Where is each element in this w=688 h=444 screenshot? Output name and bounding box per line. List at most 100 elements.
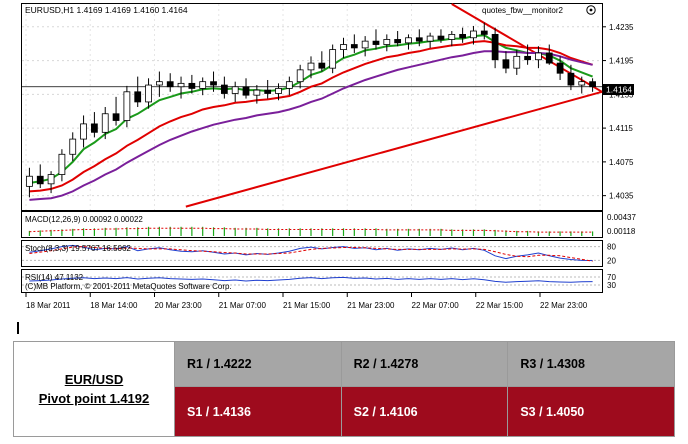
rsi-tick-label: 30 bbox=[607, 281, 616, 290]
main-panel-frame bbox=[21, 3, 603, 211]
resistance-2-cell: R2 / 1.4278 bbox=[340, 340, 509, 388]
candle-body bbox=[307, 62, 315, 71]
candle-body bbox=[47, 174, 55, 185]
candle-body bbox=[383, 39, 391, 45]
rsi-tick-label: 70 bbox=[607, 273, 616, 282]
candle-body bbox=[123, 91, 131, 121]
candle-body bbox=[426, 35, 434, 42]
support-3-cell: S3 / 1.4050 bbox=[507, 386, 675, 437]
candle-body bbox=[199, 81, 207, 89]
pivot-point-label: Pivot point 1.4192 bbox=[38, 391, 150, 406]
candle-body bbox=[155, 81, 163, 86]
price-tick-label: 1.4235 bbox=[609, 23, 634, 32]
candle-body bbox=[459, 33, 467, 39]
candle-body bbox=[480, 30, 488, 35]
candle-body bbox=[372, 40, 380, 45]
candle-body bbox=[491, 33, 499, 61]
pair-label: EUR/USD bbox=[64, 372, 124, 387]
macd-tick-label: 0.00437 bbox=[607, 213, 636, 222]
time-tick-label: 22 Mar 15:00 bbox=[476, 301, 524, 310]
candle-body bbox=[578, 81, 586, 86]
candle-body bbox=[415, 37, 423, 42]
candle-body bbox=[69, 138, 77, 155]
candle-body bbox=[112, 113, 120, 121]
stoch-tick-label: 80 bbox=[607, 243, 616, 252]
resistance-3-cell: R3 / 1.4308 bbox=[507, 340, 675, 388]
time-tick-label: 21 Mar 23:00 bbox=[347, 301, 395, 310]
rsi-panel-frame bbox=[21, 269, 603, 293]
candle-body bbox=[567, 72, 575, 86]
candle-body bbox=[296, 69, 304, 83]
price-tick-label: 1.4075 bbox=[609, 158, 634, 167]
price-tick-label: 1.4195 bbox=[609, 57, 634, 66]
support-1-cell: S1 / 1.4136 bbox=[174, 386, 342, 437]
candle-body bbox=[535, 52, 542, 61]
price-tick-label: 1.4035 bbox=[609, 192, 634, 201]
candle-body bbox=[166, 81, 174, 88]
current-price-label: 1.4164 bbox=[606, 85, 632, 95]
macd-signal-line bbox=[29, 227, 593, 233]
candle-body bbox=[220, 84, 228, 94]
time-tick-label: 21 Mar 15:00 bbox=[283, 301, 331, 310]
candle-body bbox=[513, 55, 521, 69]
candle-body bbox=[545, 52, 553, 64]
support-2-cell: S2 / 1.4106 bbox=[340, 386, 509, 437]
candle-body bbox=[394, 39, 402, 44]
time-tick-label: 22 Mar 07:00 bbox=[412, 301, 460, 310]
candle-body bbox=[405, 37, 412, 44]
candle-body bbox=[101, 113, 109, 133]
candle-body bbox=[210, 81, 217, 86]
candle-body bbox=[556, 62, 564, 74]
macd-label: MACD(12,26,9) 0.00092 0.00022 bbox=[25, 215, 143, 224]
candle-body bbox=[36, 175, 44, 185]
current-price-badge bbox=[603, 84, 634, 95]
candle-body bbox=[285, 81, 293, 89]
stoch-main-line bbox=[29, 244, 593, 261]
rsi-line bbox=[29, 276, 593, 283]
symbol-header: EURUSD,H1 1.4169 1.4169 1.4160 1.4164 bbox=[25, 5, 188, 15]
time-tick-label: 18 Mar 14:00 bbox=[90, 301, 138, 310]
gear-icon[interactable] bbox=[586, 5, 596, 15]
text-cursor bbox=[17, 322, 19, 334]
candle-body bbox=[437, 35, 445, 40]
time-tick-label: 21 Mar 07:00 bbox=[219, 301, 267, 310]
macd-tick-label: 0.00118 bbox=[607, 227, 636, 236]
pivot-table: EUR/USD Pivot point 1.4192 R1 / 1.4222 R… bbox=[13, 340, 675, 437]
candle-body bbox=[502, 59, 510, 69]
candle-body bbox=[340, 44, 347, 50]
trendline bbox=[185, 90, 603, 208]
candle-body bbox=[275, 88, 282, 94]
price-tick-label: 1.4115 bbox=[609, 124, 633, 133]
candle-body bbox=[350, 44, 358, 49]
candle-body bbox=[80, 123, 87, 140]
candle-body bbox=[26, 175, 33, 187]
rsi-label: RSI(14) 47.1132 bbox=[25, 273, 84, 282]
candle-body bbox=[231, 86, 239, 94]
candle-body bbox=[361, 40, 369, 49]
time-tick-label: 22 Mar 23:00 bbox=[540, 301, 588, 310]
stoch-tick-label: 20 bbox=[607, 256, 616, 265]
candle-body bbox=[470, 30, 477, 39]
candle-body bbox=[58, 153, 66, 175]
candle-body bbox=[318, 62, 326, 69]
moving-average-red bbox=[29, 40, 593, 193]
copyright-text: (C)MB Platform, © 2001-2011 MetaQuotes S… bbox=[25, 282, 232, 291]
time-tick-label: 20 Mar 23:00 bbox=[155, 301, 203, 310]
candle-body bbox=[134, 91, 142, 103]
candle-layer bbox=[26, 22, 596, 198]
stoch-label: Stoch(8,3,3) 19.5767 16.5062 bbox=[25, 244, 131, 253]
candle-body bbox=[253, 89, 261, 96]
grid-layer bbox=[22, 4, 602, 210]
candle-body bbox=[242, 86, 250, 96]
macd-layer: 0.00437 0.00118 bbox=[28, 213, 636, 236]
indicator-title: quotes_fbw__monitor2 bbox=[482, 6, 563, 15]
time-tick-label: 18 Mar 2011 bbox=[26, 301, 71, 310]
candle-body bbox=[177, 82, 185, 88]
stoch-panel-frame bbox=[21, 240, 603, 267]
candle-body bbox=[448, 33, 456, 40]
candle-body bbox=[524, 55, 531, 61]
